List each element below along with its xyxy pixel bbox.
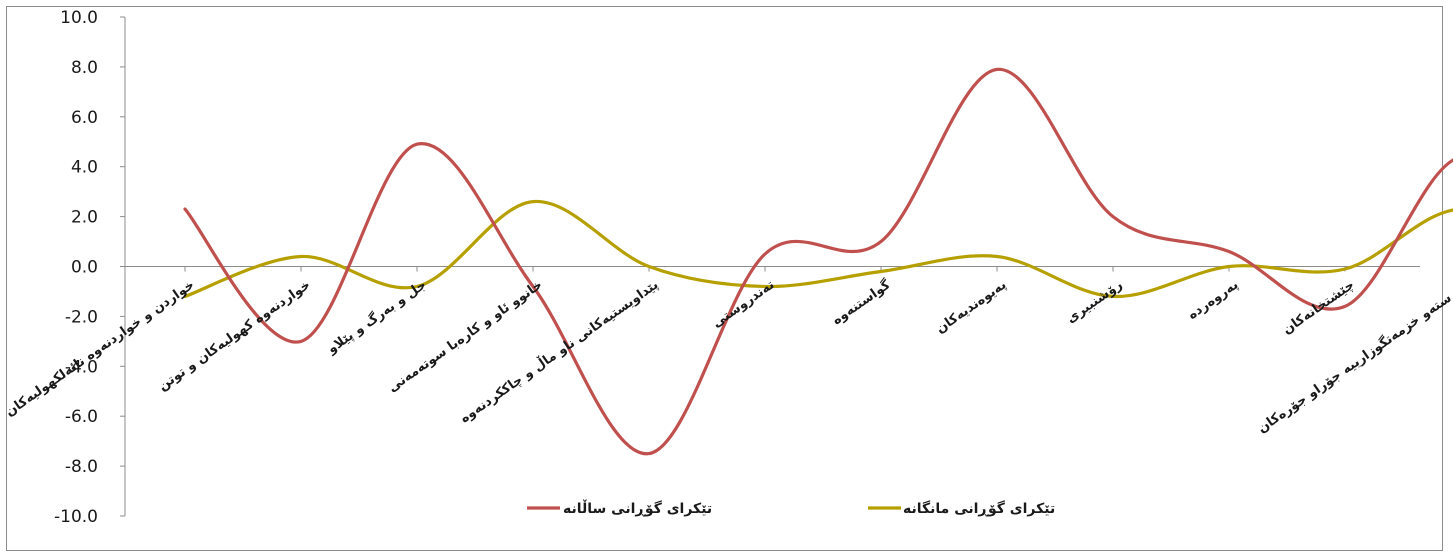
y-tick-label: -8.0 [65,457,98,477]
chart-frame [6,6,1443,551]
y-tick-label: -2.0 [65,307,98,327]
legend-label-annual: تێکرای گۆڕانی ساڵانە [563,499,712,517]
x-tick-label: گواستنەوە [829,276,894,328]
legend-label-monthly: تێکرای گۆڕانی مانگانە [903,500,1055,517]
y-tick-label: -4.0 [65,357,98,377]
x-tick-label: پەیوەندیەکان [933,277,1009,336]
y-tick-label: 4.0 [71,158,98,178]
y-tick-label: 10.0 [60,8,98,28]
y-tick-label: 6.0 [71,108,98,128]
series-line-annual [183,67,1453,456]
x-tick-label: پێداویستیەکانی ناو ماڵ و چاککردنەوە [456,276,661,427]
y-tick-label: -10.0 [54,507,98,527]
y-tick-label: 0.0 [71,258,98,278]
x-tick-label: پەروەردە [1185,277,1241,322]
series-line-monthly [183,199,1453,299]
x-tick-label: خواردن و خواردنەوە نائەلکهولیەکان [3,277,197,419]
y-tick-label: 8.0 [71,58,98,78]
y-tick-label: 2.0 [71,208,98,228]
y-tick-label: -6.0 [65,407,98,427]
